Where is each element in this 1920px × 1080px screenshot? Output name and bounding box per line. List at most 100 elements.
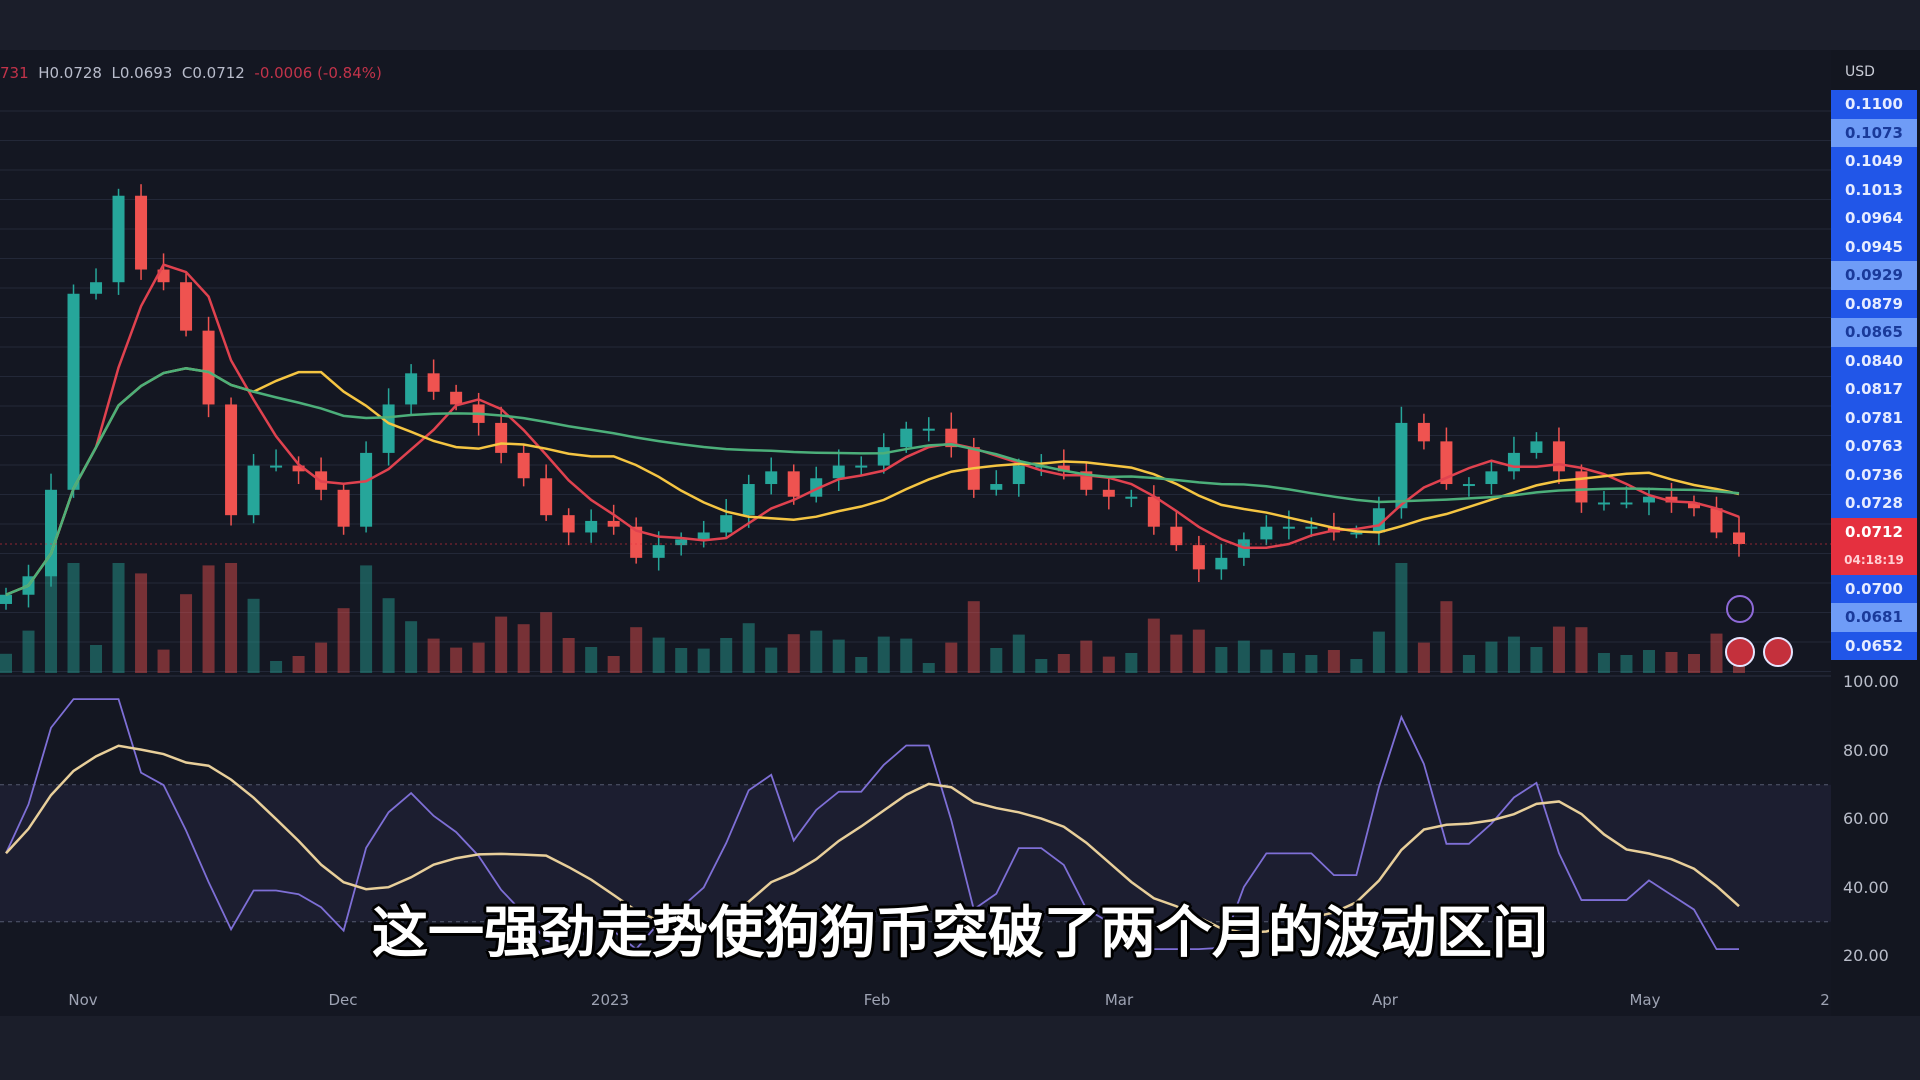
price-label: 0.0728 (1845, 494, 1903, 512)
legend-close: C0.0712 (181, 64, 245, 82)
volume-bar (832, 639, 845, 673)
time-axis-label: 2023 (590, 991, 630, 1009)
volume-bar (1057, 654, 1070, 673)
volume-bar (1687, 654, 1700, 673)
rsi-ma-line (5, 744, 1740, 935)
flag-event-icon (1763, 637, 1793, 667)
rsi-line (5, 698, 1739, 951)
volume-bar (1530, 647, 1543, 673)
volume-bar (135, 573, 148, 673)
time-axis-label: Nov (68, 991, 98, 1009)
candle-body (877, 447, 890, 466)
volume-bar (202, 565, 215, 673)
volume-bar (630, 627, 643, 673)
candle-body (0, 594, 12, 604)
currency-label: USD (1845, 64, 1875, 80)
volume-bar (112, 563, 125, 673)
volume-bar (360, 565, 373, 673)
volume-bar (180, 594, 193, 673)
candle-body (697, 532, 710, 540)
candle-body (292, 465, 305, 472)
time-axis-label: May (1629, 991, 1661, 1009)
price-label: 0.0945 (1845, 237, 1903, 256)
candle-body (1507, 452, 1520, 472)
volume-bar (67, 563, 80, 673)
candle-body (1125, 496, 1138, 499)
volume-bar (855, 657, 868, 673)
candle-body (247, 465, 260, 516)
volume-bar (1237, 640, 1250, 673)
volume-bar (315, 642, 328, 673)
volume-bar (562, 638, 575, 673)
candle-body (1552, 441, 1565, 472)
price-label: 0.0712 (1831, 517, 1917, 546)
candle-body (1192, 545, 1205, 570)
ohlc-legend: 731 H0.0728 L0.0693 C0.0712 -0.0006 (-0.… (0, 64, 382, 82)
volume-bar (247, 598, 260, 673)
price-label: 0.0763 (1845, 437, 1903, 455)
volume-bar (1710, 633, 1723, 673)
candle-body (607, 520, 620, 527)
volume-bar (495, 616, 508, 673)
candle-body (922, 428, 935, 431)
candle-body (270, 465, 283, 468)
legend-change: -0.0006 (-0.84%) (254, 64, 382, 82)
volume-bar (922, 663, 935, 673)
candle-body (1687, 502, 1700, 509)
volume-bar (1170, 634, 1183, 673)
candle-body (1057, 465, 1070, 472)
volume-bar (1462, 655, 1475, 673)
volume-bar (1282, 653, 1295, 673)
candle-body (540, 478, 553, 516)
candle-body (450, 391, 463, 405)
price-label: 0.0681 (1831, 603, 1917, 632)
candle-body (1215, 557, 1228, 570)
price-label: 0.0781 (1845, 408, 1903, 427)
price-label: 0.1013 (1845, 180, 1903, 199)
legend-low: L0.0693 (111, 64, 173, 82)
candle-body (1620, 502, 1633, 505)
time-axis-label: 2 (1820, 991, 1830, 1009)
subtitle-caption: 这一强劲走势使狗狗币突破了两个月的波动区间 (372, 901, 1548, 966)
candle-body (1260, 526, 1273, 540)
candle-body (135, 195, 148, 270)
price-label: 04:18:19 (1831, 546, 1917, 575)
subtitle-container: 这一强劲走势使狗狗币突破了两个月的波动区间 (0, 902, 1920, 966)
candle-body (675, 539, 688, 546)
volume-bar (405, 621, 418, 673)
volume-bar (1665, 652, 1678, 673)
volume-bar (472, 642, 485, 673)
volume-bar (157, 649, 170, 673)
candle-body (765, 471, 778, 485)
volume-bar (900, 638, 913, 673)
time-axis-label: Feb (863, 991, 891, 1009)
volume-bar (1035, 659, 1048, 673)
candle-body (1147, 496, 1160, 527)
candle-body (495, 422, 508, 453)
price-label: 0.1100 (1845, 95, 1903, 113)
rsi-axis-label: 60.00 (1843, 809, 1889, 828)
candle-body (1733, 532, 1745, 544)
volume-bar (765, 647, 778, 673)
volume-bar (0, 653, 12, 673)
candle-body (1462, 484, 1475, 487)
lightning-event-icon (1726, 595, 1754, 623)
volume-bar (1642, 650, 1655, 673)
price-label: 0.0865 (1831, 318, 1917, 347)
price-label: 0.0736 (1845, 465, 1903, 484)
volume-bar (1372, 631, 1385, 673)
volume-bar (1327, 650, 1340, 673)
candle-body (832, 465, 845, 479)
ma-short-line (5, 263, 1740, 596)
volume-bar (270, 661, 283, 673)
candle-body (1597, 502, 1610, 505)
price-labels: 0.1100 0.1073 0.1049 0.1013 0.0964 0.0945 0.09… (1831, 90, 1917, 660)
candle-body (652, 545, 665, 558)
candle-body (1305, 526, 1318, 529)
candle-body (225, 404, 238, 516)
candle-body (1012, 465, 1025, 485)
candle-body (337, 489, 350, 527)
time-axis-label: Mar (1104, 991, 1134, 1009)
legend-open: 731 (0, 64, 29, 82)
